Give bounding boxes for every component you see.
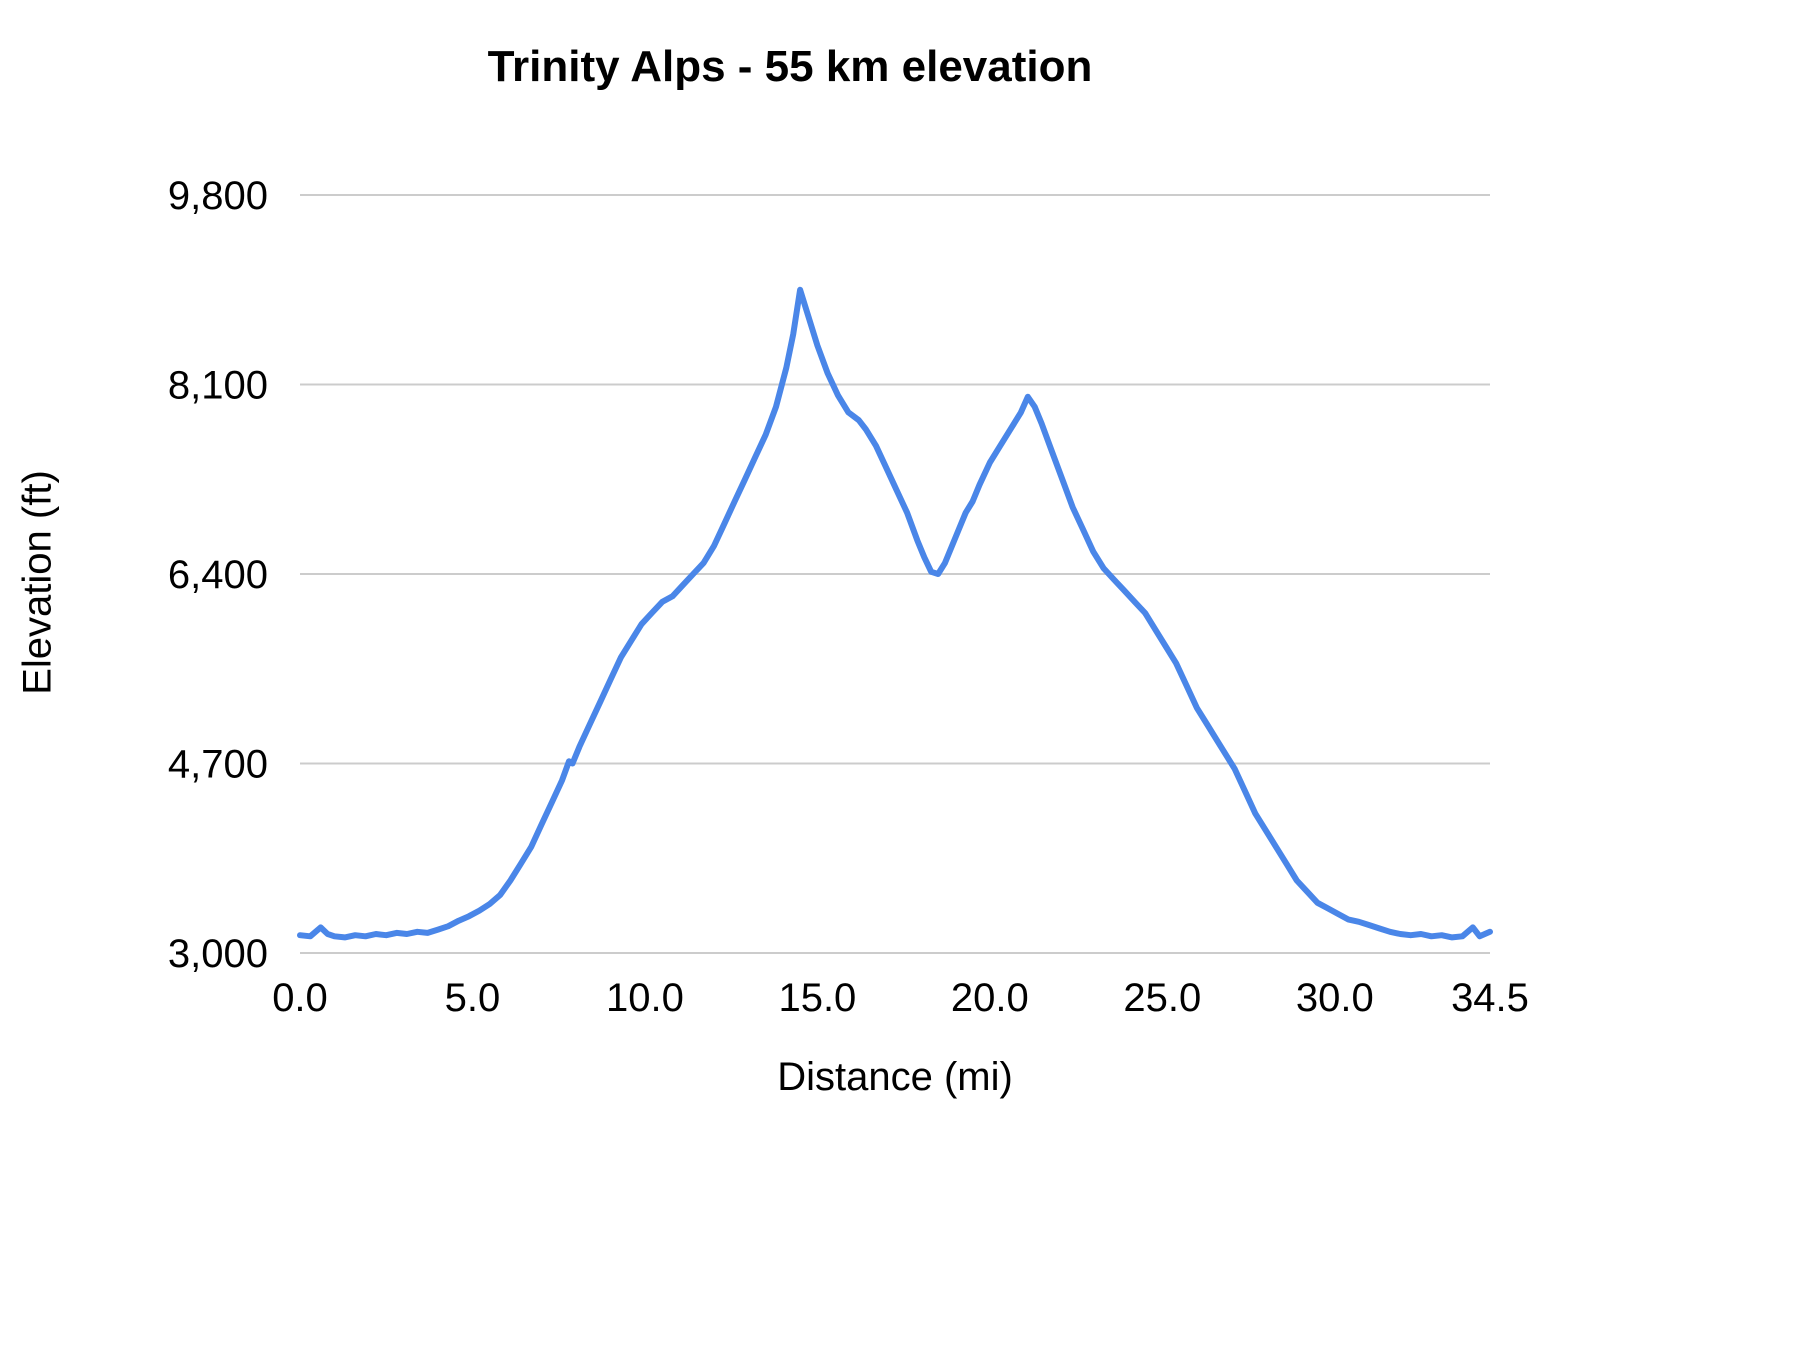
x-tick-label: 20.0	[951, 976, 1029, 1020]
y-tick-label: 6,400	[168, 553, 268, 597]
x-tick-label: 5.0	[445, 976, 501, 1020]
chart-title: Trinity Alps - 55 km elevation	[487, 42, 1093, 91]
x-tick-label: 30.0	[1296, 976, 1374, 1020]
elevation-line	[297, 286, 1493, 941]
y-tick-label: 4,700	[168, 743, 268, 787]
y-tick-label: 9,800	[168, 174, 268, 218]
y-tick-label: 8,100	[168, 364, 268, 408]
x-tick-label: 0.0	[272, 976, 328, 1020]
x-tick-label: 15.0	[778, 976, 856, 1020]
x-tick-label: 25.0	[1123, 976, 1201, 1020]
y-tick-label: 3,000	[168, 932, 268, 976]
x-axis-title: Distance (mi)	[777, 1055, 1013, 1099]
x-tick-label: 34.5	[1451, 976, 1529, 1020]
x-tick-label: 10.0	[606, 976, 684, 1020]
